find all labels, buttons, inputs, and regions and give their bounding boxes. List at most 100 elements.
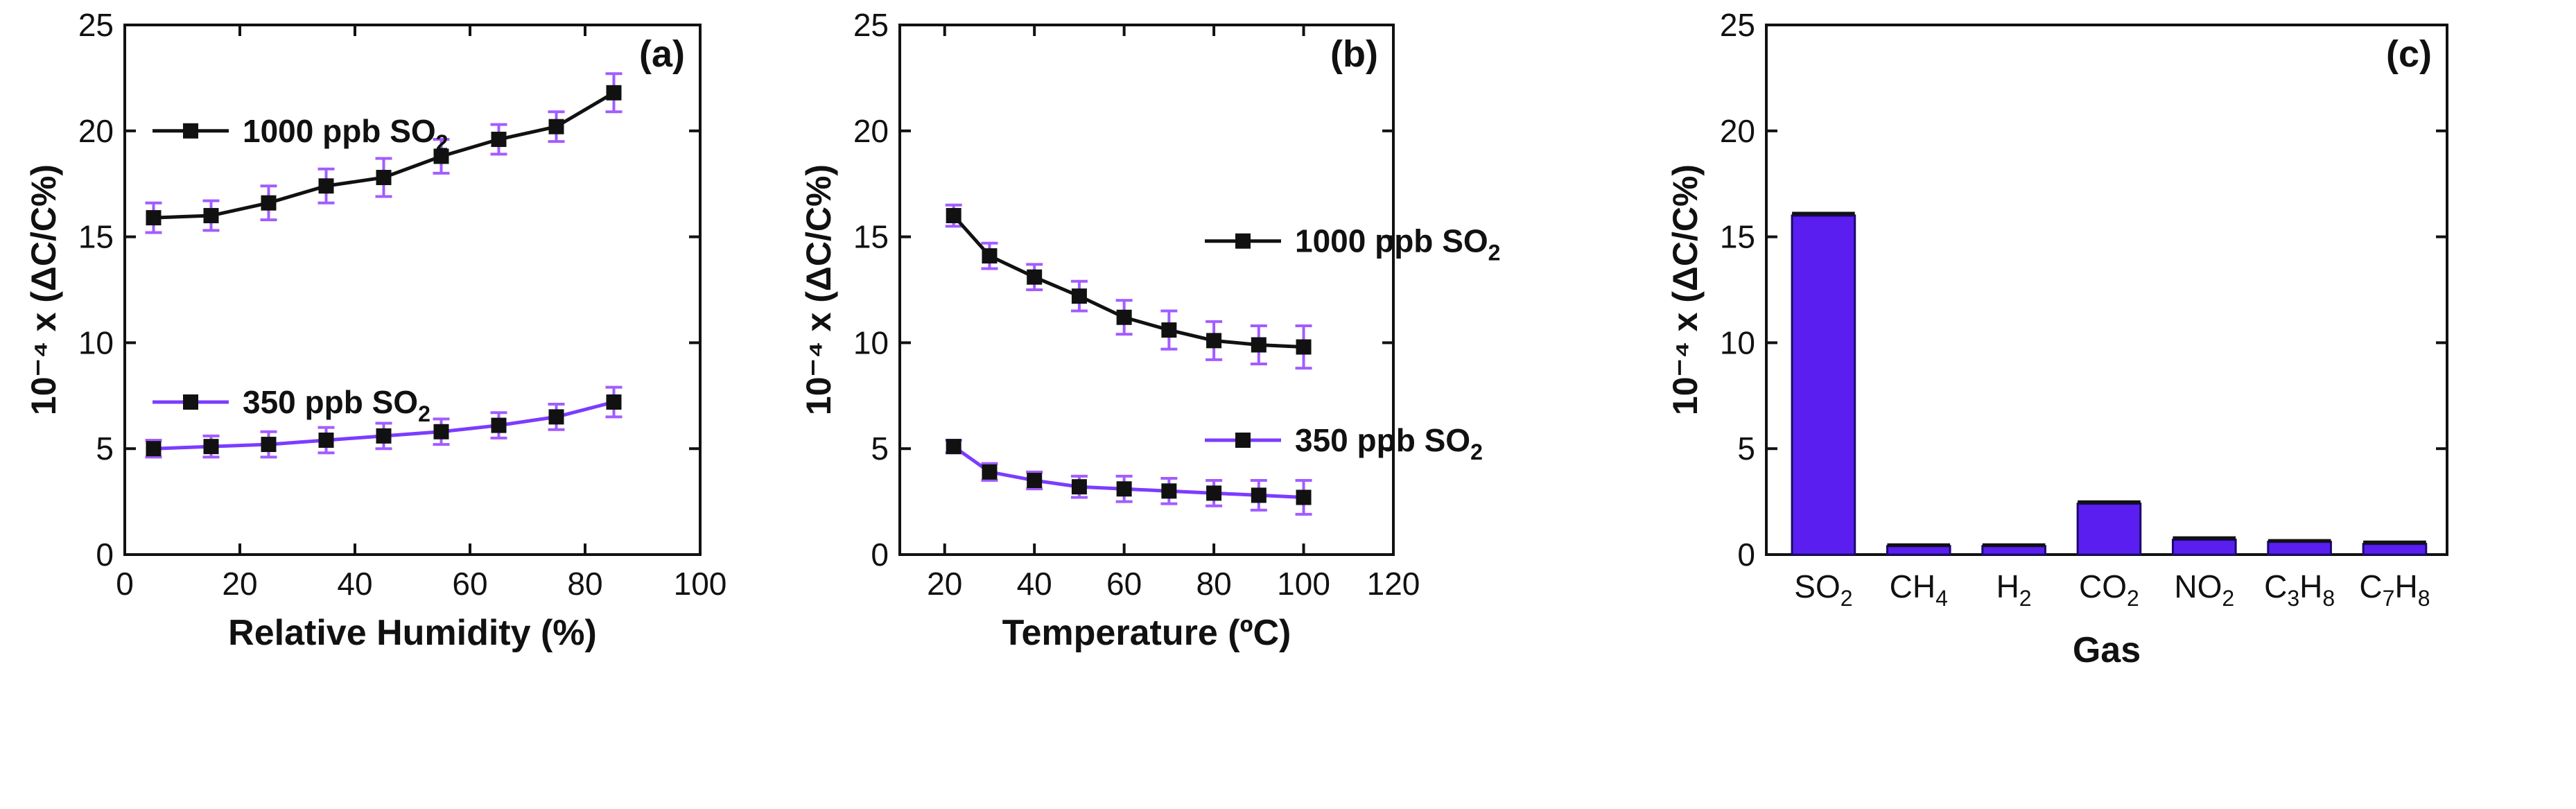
series-low	[945, 438, 1312, 516]
data-point	[946, 439, 961, 455]
legend-marker	[183, 123, 198, 139]
data-point	[1161, 322, 1177, 338]
data-point	[261, 195, 277, 211]
data-point	[1206, 333, 1222, 349]
data-point	[491, 132, 507, 148]
y-tick-label: 5	[1737, 430, 1755, 467]
y-axis-label: 10⁻⁴ x (ΔC/C%)	[1666, 164, 1705, 415]
legend-label: 350 ppb SO2	[1295, 422, 1483, 464]
legend-label: 350 ppb SO2	[243, 384, 430, 426]
x-tick-label: 40	[337, 566, 372, 602]
data-point	[376, 170, 392, 186]
bar	[2362, 543, 2428, 556]
data-point	[203, 208, 219, 224]
y-tick-label: 15	[853, 219, 889, 255]
plot-frame	[123, 24, 702, 556]
x-tick-label: 100	[674, 566, 727, 602]
data-point	[318, 178, 334, 194]
bar-c3h8	[2267, 539, 2332, 556]
legend-label: 1000 ppb SO2	[1295, 223, 1500, 266]
data-point	[606, 394, 622, 410]
legend-entry: 1000 ppb SO2	[1205, 223, 1500, 266]
x-tick-label: 0	[116, 566, 134, 602]
panel-label: (b)	[1330, 33, 1378, 75]
bar-c7h8	[2362, 540, 2428, 556]
data-point	[1251, 487, 1267, 503]
y-tick-label: 0	[96, 537, 114, 573]
series-high	[145, 72, 623, 234]
data-point	[1071, 479, 1087, 495]
y-tick-label: 25	[78, 7, 114, 43]
data-point	[146, 210, 162, 226]
bar-so2	[1791, 211, 1856, 556]
legend-entry: 350 ppb SO2	[1205, 422, 1483, 464]
x-tick-label: 20	[927, 566, 962, 602]
data-point	[146, 441, 162, 457]
bar	[2171, 539, 2237, 556]
legend-entry: 1000 ppb SO2	[153, 113, 448, 155]
panel-b: 0 5 10 15 20 25 20 40 60 80 100 120 Temperature (ºC)…	[799, 7, 1500, 653]
bar	[1791, 214, 1856, 556]
series-line	[153, 91, 615, 220]
plot-frame	[898, 24, 1395, 556]
y-tick-label: 15	[1720, 219, 1755, 255]
bar	[1981, 545, 2046, 556]
x-axis-label: Gas	[2073, 630, 2141, 670]
data-point	[548, 409, 564, 425]
data-point	[433, 148, 449, 164]
y-tick-label: 25	[853, 7, 889, 43]
legend-marker	[1235, 233, 1251, 249]
y-tick-label: 0	[1737, 537, 1755, 573]
bar-ch4	[1886, 543, 1951, 556]
bar-co2	[2076, 500, 2142, 556]
x-tick-label: CH4	[1890, 568, 1948, 611]
data-point	[1206, 485, 1222, 501]
data-point	[1027, 473, 1043, 489]
data-point	[982, 248, 998, 264]
panel-label: (a)	[639, 33, 685, 75]
data-point	[203, 439, 219, 455]
data-point	[548, 119, 564, 134]
legend-entry: 350 ppb SO2	[153, 384, 430, 426]
data-point	[376, 428, 392, 444]
panel-a: 0 5 10 15 20 25 0 20 40 60 80 100 Relative Humidity …	[24, 7, 726, 653]
x-tick-label: 40	[1017, 566, 1052, 602]
data-point	[261, 437, 277, 453]
data-point	[433, 424, 449, 440]
data-point	[1027, 269, 1043, 285]
x-tick-label: 20	[222, 566, 257, 602]
data-point	[1296, 489, 1312, 505]
data-point	[606, 85, 622, 101]
bar	[2267, 541, 2332, 556]
bar-no2	[2171, 536, 2237, 556]
data-point	[1161, 483, 1177, 499]
y-tick-label: 5	[871, 430, 889, 467]
x-tick-label: SO2	[1794, 568, 1852, 611]
legend-marker	[183, 394, 198, 410]
data-point	[1251, 337, 1267, 353]
x-tick-label: H2	[1996, 568, 2032, 611]
bar	[2076, 503, 2142, 556]
x-tick-label: 80	[1196, 566, 1232, 602]
x-tick-label: 80	[567, 566, 602, 602]
y-tick-label: 0	[871, 537, 889, 573]
data-point	[982, 464, 998, 480]
y-tick-label: 20	[1720, 113, 1755, 149]
x-tick-label: 100	[1277, 566, 1330, 602]
data-point	[1296, 339, 1312, 355]
y-axis-label: 10⁻⁴ x (ΔC/C%)	[24, 164, 63, 415]
y-tick-label: 25	[1720, 7, 1755, 43]
data-point	[946, 208, 961, 224]
data-point	[1116, 481, 1132, 497]
data-point	[1071, 288, 1087, 304]
data-point	[491, 417, 507, 433]
x-tick-label: C3H8	[2264, 568, 2335, 611]
x-tick-label: 60	[1106, 566, 1142, 602]
legend-label: 1000 ppb SO2	[243, 113, 448, 155]
y-tick-label: 10	[78, 324, 114, 360]
bar-h2	[1981, 543, 2046, 556]
data-point	[318, 432, 334, 448]
x-tick-label: CO2	[2079, 568, 2139, 611]
x-axis-label: Relative Humidity (%)	[228, 613, 597, 653]
y-tick-label: 10	[853, 324, 889, 360]
